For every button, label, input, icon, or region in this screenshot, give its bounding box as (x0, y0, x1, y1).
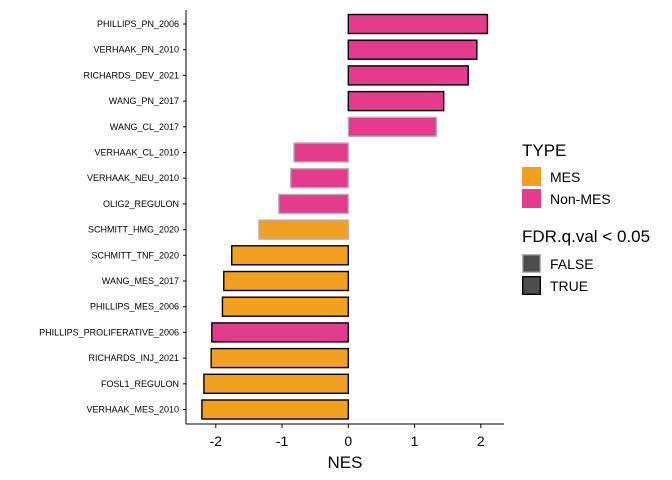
legend: TYPE MES Non-MES FDR.q.val < 0.05 FALSE TRUE (522, 141, 650, 296)
x-axis-title: NES (328, 453, 363, 472)
bar-phillips-mes-2006 (221, 296, 350, 317)
y-tick-label: OLIG2_REGULON (103, 199, 179, 209)
y-tick-label: VERHAAK_PN_2010 (93, 45, 179, 55)
x-tick-label: 0 (344, 433, 352, 449)
bar-verhaak-mes-2010 (201, 399, 350, 420)
legend-label-fdr-false: FALSE (550, 256, 594, 272)
bar-olig2-regulon (278, 193, 350, 215)
y-tick-label: SCHMITT_TNF_2020 (91, 250, 179, 260)
bar-phillips-proliferative-2006 (211, 322, 350, 343)
bar-wang-mes-2017 (223, 270, 350, 292)
legend-label-mes: MES (550, 169, 580, 185)
legend-key-non-mes (522, 189, 541, 208)
y-tick-label: PHILLIPS_PROLIFERATIVE_2006 (39, 327, 179, 337)
bar-wang-pn-2017 (347, 90, 445, 112)
legend-label-fdr-true: TRUE (550, 278, 588, 294)
y-tick-label: VERHAAK_MES_2010 (86, 405, 179, 415)
legend-label-non-mes: Non-MES (550, 191, 611, 207)
bar-phillips-pn-2006 (347, 13, 489, 35)
x-ticks: -2 -1 0 1 2 (210, 424, 485, 449)
bar-richards-dev-2021 (347, 65, 469, 86)
legend-key-mes (522, 167, 541, 186)
y-tick-label: WANG_PN_2017 (109, 96, 179, 106)
y-tick-label: VERHAAK_CL_2010 (94, 148, 179, 158)
x-tick-label: 2 (477, 433, 485, 449)
bar-verhaak-neu-2010 (289, 167, 350, 189)
legend-fdr-title: FDR.q.val < 0.05 (522, 227, 650, 246)
bar-verhaak-cl-2010 (293, 142, 350, 163)
legend-key-fdr-false (522, 253, 542, 273)
y-tick-label: RICHARDS_INJ_2021 (88, 353, 179, 363)
x-tick-label: -2 (210, 433, 223, 449)
y-tick-label: FOSL1_REGULON (101, 379, 179, 389)
bar-richards-inj-2021 (210, 347, 350, 369)
y-tick-label: PHILLIPS_PN_2006 (97, 19, 179, 29)
bar-schmitt-tnf-2020 (231, 245, 350, 266)
x-tick-label: 1 (411, 433, 419, 449)
y-tick-label: RICHARDS_DEV_2021 (83, 70, 179, 80)
y-tick-labels: PHILLIPS_PN_2006 VERHAAK_PN_2010 RICHARDS_… (39, 19, 186, 415)
y-tick-label: WANG_CL_2017 (110, 122, 179, 132)
bar-fosl1-regulon (203, 373, 350, 394)
bar-wang-cl-2017 (347, 116, 438, 138)
y-tick-label: PHILLIPS_MES_2006 (90, 302, 179, 312)
bar-schmitt-hmg-2020 (258, 219, 350, 240)
y-tick-label: WANG_MES_2017 (102, 276, 179, 286)
bars-layer (201, 13, 489, 420)
y-tick-label: SCHMITT_HMG_2020 (88, 225, 179, 235)
bar-verhaak-pn-2010 (347, 39, 478, 60)
y-tick-label: VERHAAK_NEU_2010 (87, 173, 179, 183)
x-tick-label: -1 (276, 433, 289, 449)
legend-key-fdr-true (522, 276, 542, 296)
legend-type-title: TYPE (522, 141, 566, 160)
